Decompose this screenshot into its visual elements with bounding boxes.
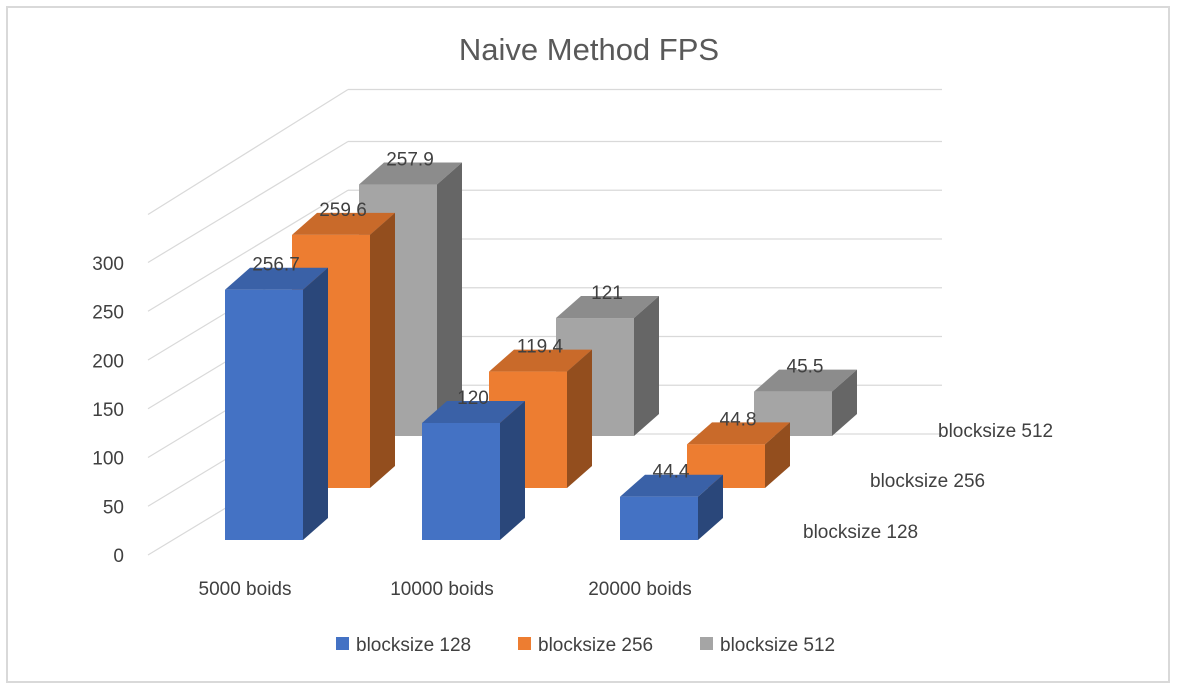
y-tick-label: 250: [92, 303, 124, 324]
value-label: 119.4: [517, 337, 564, 358]
x-category-label: 20000 boids: [588, 579, 692, 600]
value-label: 257.9: [386, 150, 434, 171]
legend-item: blocksize 512: [700, 635, 835, 656]
value-label: 120: [457, 388, 489, 409]
bar-side: [500, 401, 525, 540]
value-label: 256.7: [252, 255, 300, 276]
depth-axis-label: blocksize 128: [803, 522, 918, 543]
bar-top: [422, 401, 525, 423]
bar-blocksize-128-0: [225, 267, 328, 540]
legend-label: blocksize 256: [538, 635, 653, 656]
bar-top: [620, 474, 723, 497]
value-label: 44.8: [720, 409, 757, 430]
value-label: 44.4: [653, 462, 690, 483]
value-label: 45.5: [787, 357, 824, 378]
legend: blocksize 128 blocksize 256 blocksize 512: [336, 635, 835, 656]
bars: [225, 162, 857, 540]
bar-top: [687, 422, 790, 445]
bar-front: [422, 423, 500, 540]
bar-front: [225, 289, 303, 540]
bar-top: [292, 212, 395, 235]
bar-side: [370, 212, 395, 488]
bar-top: [754, 369, 857, 392]
value-label: 121: [591, 283, 623, 304]
bar-front: [620, 496, 698, 540]
bar-side: [698, 474, 723, 540]
value-labels: 256.7 120 44.4 259.6 119.4 44.8 257.9 121 45.5: [252, 150, 823, 483]
bar-top: [225, 267, 328, 290]
gridline-side: [147, 189, 349, 312]
y-tick-label: 200: [92, 351, 124, 372]
bar-side: [567, 349, 592, 488]
legend-swatch: [700, 637, 713, 650]
y-axis-ticks: 0 50 100 150 200 250 300: [92, 254, 124, 567]
chart-title: Naive Method FPS: [459, 32, 719, 67]
y-tick-label: 50: [103, 497, 124, 518]
bar-top: [556, 296, 659, 319]
y-tick-label: 0: [113, 546, 124, 567]
bar-blocksize-128-2: [620, 474, 723, 540]
y-tick-label: 150: [92, 400, 124, 421]
bar-top: [359, 162, 462, 185]
bar-side: [832, 369, 857, 436]
x-category-label: 5000 boids: [199, 579, 292, 600]
depth-axis-label: blocksize 256: [870, 471, 985, 492]
y-tick-label: 100: [92, 449, 124, 470]
legend-item: blocksize 128: [336, 635, 471, 656]
depth-axis-labels: blocksize 128 blocksize 256 blocksize 512: [803, 421, 1053, 543]
bar-top: [489, 349, 592, 372]
value-label: 259.6: [319, 200, 367, 221]
depth-axis-label: blocksize 512: [938, 421, 1053, 442]
legend-label: blocksize 512: [720, 635, 835, 656]
legend-swatch: [518, 637, 531, 650]
gridline-side: [147, 88, 349, 216]
legend-item: blocksize 256: [518, 635, 653, 656]
x-axis-categories: 5000 boids 10000 boids 20000 boids: [199, 579, 692, 600]
bar-side: [437, 162, 462, 437]
bar-side: [303, 267, 328, 540]
legend-label: blocksize 128: [356, 635, 471, 656]
legend-swatch: [336, 637, 349, 650]
x-category-label: 10000 boids: [390, 579, 494, 600]
y-tick-label: 300: [92, 254, 124, 275]
bar-blocksize-128-1: [422, 401, 525, 540]
bar-side: [634, 296, 659, 436]
bar-side: [765, 422, 790, 488]
gridline-side: [147, 140, 349, 264]
